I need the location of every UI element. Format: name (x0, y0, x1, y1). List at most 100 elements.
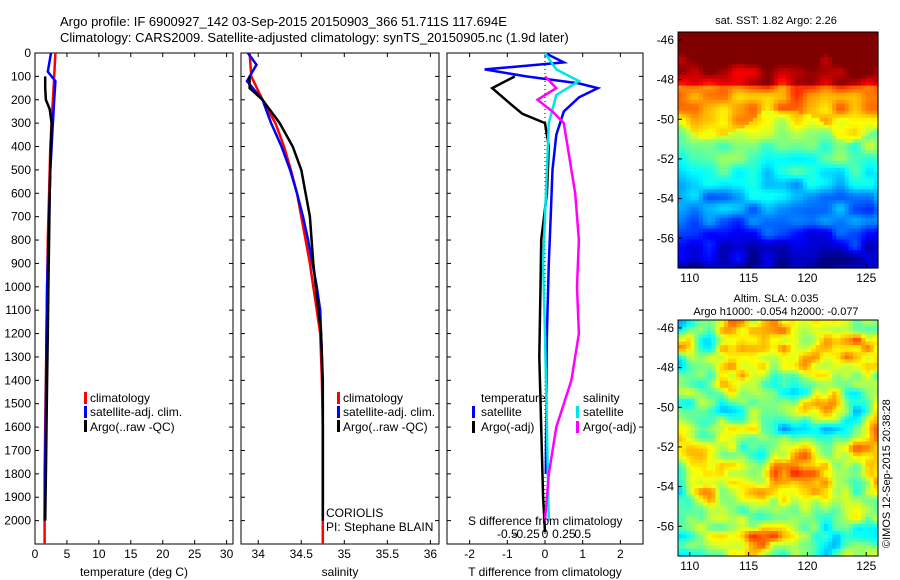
map-cell (678, 423, 683, 428)
map-cell (690, 82, 696, 87)
s-tick-label: 0.5 (574, 527, 591, 541)
map-cell (819, 196, 825, 201)
map-cell (861, 157, 867, 162)
map-cell (703, 548, 708, 553)
map-cell (678, 142, 683, 147)
map-cell (790, 64, 796, 69)
map-cell (703, 355, 708, 360)
map-cell (848, 132, 854, 137)
map-cell (703, 182, 708, 187)
map-cell (715, 445, 721, 450)
map-cell (686, 527, 692, 532)
map-cell (728, 128, 733, 133)
map-cell (719, 257, 725, 262)
map-cell (786, 264, 792, 269)
map-cell (786, 182, 792, 187)
map-cell (769, 466, 775, 471)
map-cell (744, 434, 750, 439)
map-cell (732, 67, 737, 72)
map-cell (848, 200, 854, 205)
map-cell (719, 480, 725, 486)
map-cell (857, 207, 862, 212)
map-cell (757, 416, 762, 421)
map-cell (728, 153, 733, 158)
map-cell (832, 82, 837, 87)
map-cell (782, 82, 787, 87)
map-cell (811, 217, 817, 223)
map-cell (815, 92, 821, 97)
map-cell (869, 178, 875, 183)
map-cell (753, 531, 758, 536)
map-cell (832, 103, 837, 108)
map-cell (811, 250, 817, 255)
map-cell (707, 438, 712, 443)
map-cell (736, 210, 742, 215)
map-cell (728, 477, 733, 482)
map-cell (857, 178, 862, 183)
map-cell (740, 146, 746, 151)
map-cell (686, 139, 692, 144)
map-cell (703, 488, 708, 493)
map-cell (778, 264, 783, 269)
map-cell (811, 164, 817, 169)
map-cell (873, 264, 879, 269)
map-cell (686, 167, 692, 173)
map-cell (769, 395, 775, 400)
map-cell (728, 538, 733, 543)
map-cell (769, 427, 775, 432)
map-cell (686, 320, 692, 325)
map-cell (736, 423, 742, 428)
map-cell (848, 110, 854, 115)
map-cell (744, 189, 750, 194)
map-cell (740, 330, 746, 335)
map-cell (715, 257, 721, 262)
map-cell (732, 99, 737, 105)
map-cell (711, 49, 717, 55)
map-cell (744, 477, 750, 482)
map-cell (836, 128, 842, 133)
map-cell (703, 384, 708, 389)
y-tick-label: 1600 (4, 420, 31, 434)
map-cell (786, 64, 792, 69)
map-cell (740, 121, 746, 126)
map-cell (686, 541, 692, 546)
map-cell (719, 207, 725, 212)
map-cell (773, 448, 779, 453)
map-cell (798, 99, 804, 105)
map-cell (761, 150, 767, 155)
map-cell (694, 178, 700, 183)
map-cell (736, 441, 742, 446)
map-cell (732, 513, 737, 518)
map-cell (869, 42, 875, 47)
map-cell (757, 82, 762, 87)
map-cell (823, 200, 829, 205)
map-cell (678, 466, 683, 471)
map-cell (811, 157, 817, 162)
map-cell (844, 171, 850, 176)
map-cell (740, 366, 746, 371)
legend-label: climatology (343, 391, 403, 405)
map-cell (861, 171, 867, 176)
map-cell (678, 32, 683, 37)
map-cell (690, 352, 696, 357)
map-cell (719, 189, 725, 194)
map-cell (844, 64, 850, 69)
map-cell (748, 362, 754, 368)
map-cell (744, 359, 750, 364)
map-cell (690, 387, 696, 393)
map-cell (686, 99, 692, 105)
map-cell (703, 153, 708, 158)
map-cell (865, 135, 871, 140)
map-cell (798, 221, 804, 226)
map-cell (682, 470, 687, 475)
map-cell (703, 470, 708, 475)
map-cell (711, 534, 717, 539)
map-cell (832, 214, 837, 219)
map-cell (819, 253, 825, 258)
map-cell (819, 35, 825, 40)
map-cell (853, 207, 858, 212)
map-cell (736, 232, 742, 237)
map-cell (765, 502, 771, 507)
map-cell (786, 175, 792, 180)
map-cell (740, 46, 746, 51)
